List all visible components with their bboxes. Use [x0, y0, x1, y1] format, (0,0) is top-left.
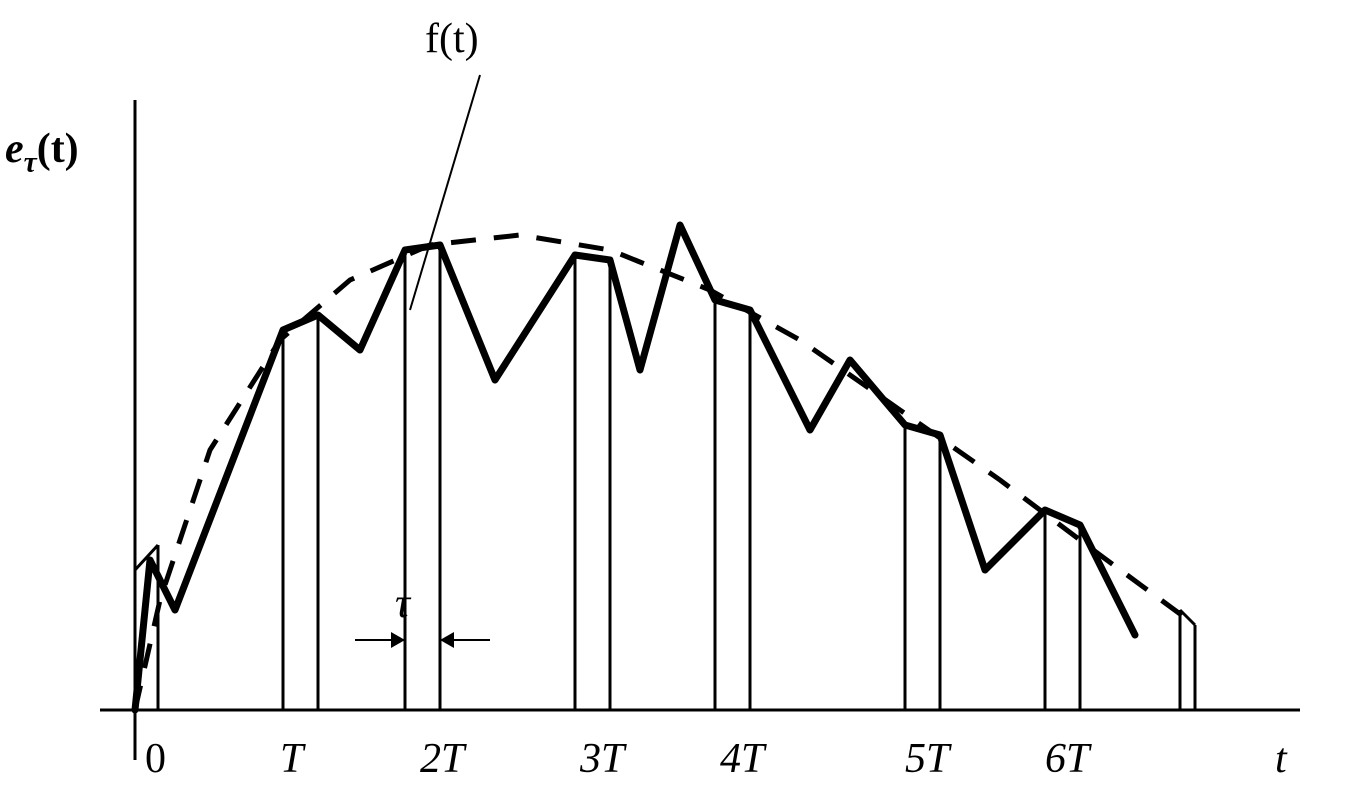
origin-label: 0	[145, 735, 166, 783]
curve-label-pointer	[410, 75, 480, 310]
diagram-svg	[0, 0, 1348, 804]
signal-diagram: eτ(t) t 0 T2T3T4T5T6T f(t) τ	[0, 0, 1348, 804]
x-tick-label: 5T	[905, 735, 949, 783]
sampled-signal	[135, 225, 1135, 710]
y-label-e: e	[5, 126, 24, 172]
y-label-sub: τ	[24, 146, 37, 178]
x-axis-label: t	[1275, 735, 1287, 783]
tau-indicator	[355, 632, 490, 648]
curve-label: f(t)	[425, 15, 479, 63]
y-label-arg: (t)	[37, 126, 79, 172]
x-tick-label: 2T	[420, 735, 464, 783]
y-axis-label: eτ(t)	[5, 125, 79, 179]
sample-pulses	[135, 245, 1195, 710]
x-tick-label: 3T	[580, 735, 624, 783]
envelope-curve	[135, 235, 1195, 710]
x-tick-label: 6T	[1045, 735, 1089, 783]
x-tick-label: T	[280, 735, 303, 783]
tau-label: τ	[395, 580, 410, 628]
x-tick-label: 4T	[720, 735, 764, 783]
pulse-top-edge	[1180, 610, 1195, 625]
